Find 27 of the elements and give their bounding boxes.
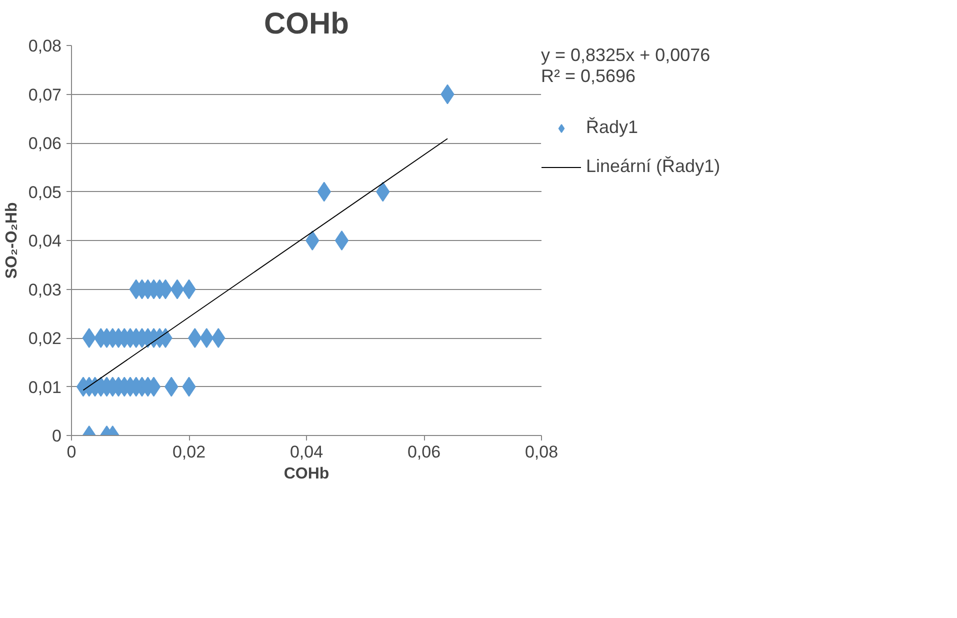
- y-tick-label: 0,06: [28, 134, 62, 153]
- point: [212, 328, 226, 348]
- y-tick-label: 0,04: [28, 232, 62, 250]
- y-tick-label: 0,07: [28, 85, 62, 104]
- point: [306, 230, 320, 250]
- x-tick-label: 0,08: [524, 442, 558, 462]
- y-axis-title: SO₂-O₂Hb: [3, 202, 20, 279]
- y-tick-label: 0,02: [28, 329, 62, 348]
- legend-label: Řady1: [586, 117, 638, 138]
- point: [170, 279, 184, 300]
- point: [334, 230, 349, 250]
- x-tick-label: 0,06: [407, 442, 441, 462]
- point: [82, 328, 96, 348]
- y-tick-label: 0: [52, 426, 62, 446]
- point: [188, 328, 202, 348]
- chart-title: COHb: [264, 8, 350, 40]
- x-axis-title: COHb: [284, 466, 330, 482]
- annotation: y = 0,8325x + 0,0076 R² = 0,5696: [541, 45, 712, 87]
- y-tick-label: 0,05: [28, 182, 62, 202]
- x-tick-label: 0: [66, 442, 76, 462]
- y-tick-label: 0,03: [28, 280, 62, 300]
- x-tick-label: 0,02: [172, 442, 206, 462]
- y-tick-label: 0,01: [28, 378, 62, 397]
- x-tick-label: 0,04: [290, 442, 324, 462]
- point: [200, 328, 214, 348]
- y-tick-label: 0,08: [28, 36, 62, 56]
- legend-label: Lineární (Řady1): [586, 156, 720, 177]
